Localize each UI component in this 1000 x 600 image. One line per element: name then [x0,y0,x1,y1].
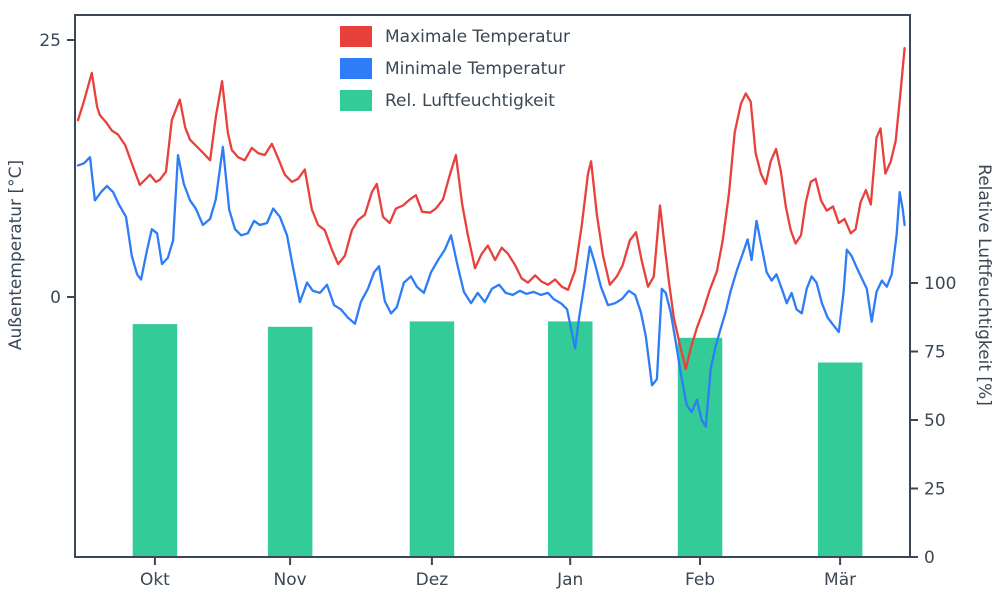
humidity-bar-Feb [677,337,723,557]
humidity-swatch-icon [340,90,372,111]
legend-item-max-temp: Maximale Temperatur [340,26,570,47]
legend-label-min-temp: Minimale Temperatur [385,58,566,79]
legend-item-min-temp: Minimale Temperatur [340,58,570,79]
legend: Maximale Temperatur Minimale Temperatur … [340,26,570,111]
right-tick-label: 0 [924,548,935,568]
humidity-bar-Jan [548,321,593,557]
left-axis-title: Außentemperatur [°C] [6,159,26,351]
x-tick-label-Jan: Jan [556,570,583,590]
max-temp-swatch-icon [340,26,372,47]
x-tick-label-Nov: Nov [273,570,306,590]
right-tick-label: 50 [924,411,946,431]
legend-label-humidity: Rel. Luftfeuchtigkeit [385,90,555,111]
right-tick-label: 25 [924,480,946,500]
humidity-bar-Nov [267,326,313,557]
x-tick-label-Dez: Dez [416,570,449,590]
left-tick-label: 0 [50,288,61,308]
right-axis-title: Relative Luftfeuchtigkeit [%] [974,164,994,406]
x-tick-label-Mär: Mär [824,570,856,590]
min-temp-line [76,145,906,428]
humidity-bar-Mär [817,362,863,557]
right-tick-label: 75 [924,343,946,363]
min-temp-swatch-icon [340,58,372,79]
legend-label-max-temp: Maximale Temperatur [385,26,571,47]
x-tick-label-Okt: Okt [140,570,170,590]
right-tick-label: 100 [924,274,956,294]
legend-item-humidity: Rel. Luftfeuchtigkeit [340,90,570,111]
humidity-bar-Okt [132,324,178,557]
x-tick-label-Feb: Feb [685,570,715,590]
humidity-bar-Dez [409,321,455,557]
plot-border [74,14,911,558]
left-tick-label: 25 [39,31,61,51]
max-temp-line [76,47,906,371]
